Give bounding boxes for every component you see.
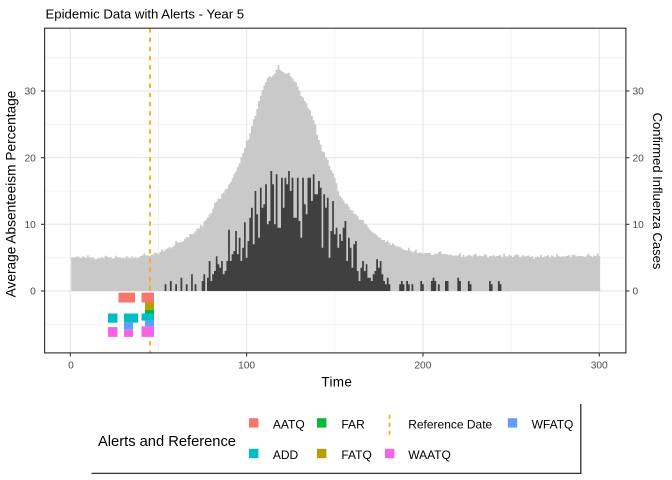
svg-text:200: 200: [414, 361, 431, 372]
svg-text:WAATQ: WAATQ: [408, 448, 451, 462]
svg-text:30: 30: [633, 87, 645, 98]
svg-text:AATQ: AATQ: [273, 417, 305, 431]
svg-text:20: 20: [24, 153, 36, 164]
svg-text:0: 0: [633, 287, 639, 298]
svg-text:Average Absenteeism Percentage: Average Absenteeism Percentage: [4, 91, 19, 298]
svg-text:Epidemic Data with Alerts - Ye: Epidemic Data with Alerts - Year 5: [46, 6, 245, 21]
svg-text:0: 0: [68, 361, 74, 372]
svg-text:100: 100: [238, 361, 255, 372]
svg-text:Reference Date: Reference Date: [408, 417, 492, 431]
svg-text:WFATQ: WFATQ: [532, 417, 574, 431]
svg-text:Alerts and Reference: Alerts and Reference: [98, 434, 236, 450]
svg-text:10: 10: [633, 220, 645, 231]
svg-text:Time: Time: [321, 375, 352, 390]
svg-text:FATQ: FATQ: [341, 448, 371, 462]
svg-text:FAR: FAR: [341, 417, 365, 431]
svg-text:30: 30: [24, 87, 36, 98]
svg-text:0: 0: [30, 287, 36, 298]
svg-text:20: 20: [633, 153, 645, 164]
svg-text:300: 300: [591, 361, 608, 372]
svg-text:ADD: ADD: [273, 448, 299, 462]
svg-text:10: 10: [24, 220, 36, 231]
svg-text:Confirmed Influenza Cases: Confirmed Influenza Cases: [650, 113, 665, 270]
